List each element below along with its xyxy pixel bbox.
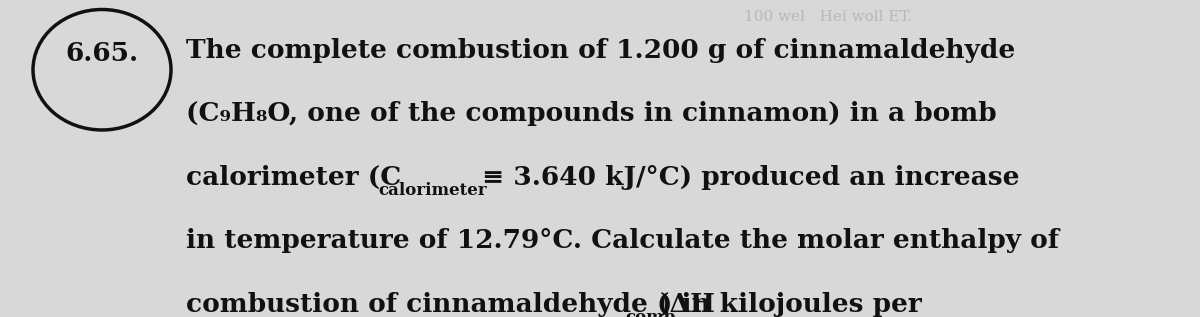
Text: combustion of cinnamaldehyde (ΔH: combustion of cinnamaldehyde (ΔH <box>186 292 715 317</box>
Text: in temperature of 12.79°C. Calculate the molar enthalpy of: in temperature of 12.79°C. Calculate the… <box>186 228 1060 253</box>
Text: calorimeter: calorimeter <box>378 182 487 199</box>
Text: calorimeter (C: calorimeter (C <box>186 165 401 190</box>
Text: ≡ 3.640 kJ/°C) produced an increase: ≡ 3.640 kJ/°C) produced an increase <box>474 165 1020 190</box>
Text: comb: comb <box>625 309 676 317</box>
Text: 100 wel   Hei woll ET.: 100 wel Hei woll ET. <box>744 10 912 23</box>
Text: The complete combustion of 1.200 g of cinnamaldehyde: The complete combustion of 1.200 g of ci… <box>186 38 1015 63</box>
Text: ) in kilojoules per: ) in kilojoules per <box>660 292 922 317</box>
Text: 6.65.: 6.65. <box>66 42 138 66</box>
Text: (C₉H₈O, one of the compounds in cinnamon) in a bomb: (C₉H₈O, one of the compounds in cinnamon… <box>186 101 997 126</box>
